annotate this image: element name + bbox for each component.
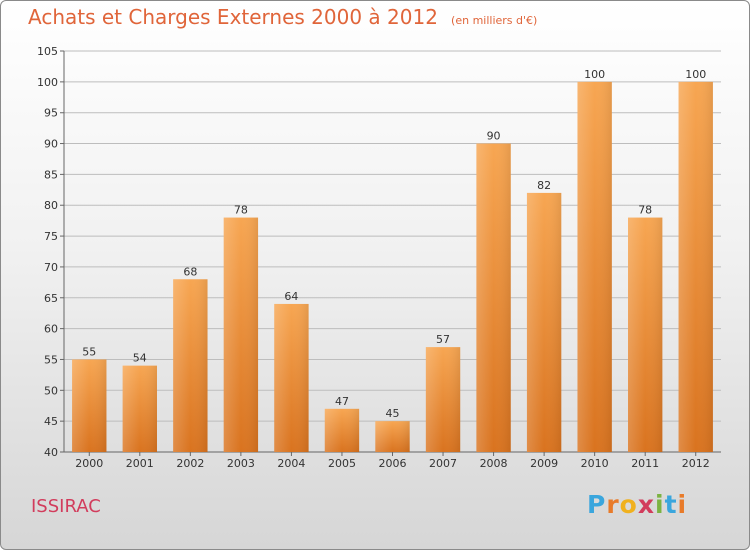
data-label: 82 [537,179,551,192]
brand-letter: o [619,490,638,519]
x-tick-label: 2002 [176,457,204,470]
y-tick-label: 70 [44,261,58,274]
grid-lines [64,50,721,453]
brand-letter: x [637,490,655,519]
x-tick-label: 2009 [530,457,558,470]
brand-letter: P [587,490,607,519]
x-tick-label: 2006 [379,457,407,470]
data-label: 55 [82,345,96,358]
chart-title: Achats et Charges Externes 2000 à 2012 [28,5,438,29]
x-tick-label: 2012 [682,457,710,470]
data-label: 100 [584,68,605,81]
x-tick-label: 2008 [480,457,508,470]
axes [60,50,721,456]
bar-shine [375,421,410,452]
chart-title-block: Achats et Charges Externes 2000 à 2012 (… [28,5,537,29]
brand-letter: r [606,490,620,519]
y-tick-label: 40 [44,446,58,459]
x-tick-label: 2000 [75,457,103,470]
brand-letter: t [664,490,678,519]
bar-shine [628,217,663,452]
y-tick-label: 65 [44,292,58,305]
bar-shine [223,217,259,452]
bar-shine [72,359,107,452]
bars [72,81,713,453]
bar-shine [678,81,713,452]
data-label: 78 [638,204,652,217]
bar-shine [577,81,612,452]
bar-shine [173,279,208,452]
place-name: ISSIRAC [31,496,101,517]
data-label: 45 [386,407,400,420]
x-tick-label: 2005 [328,457,356,470]
data-label: 64 [284,290,298,303]
data-label: 47 [335,395,349,408]
data-label: 54 [133,352,147,365]
data-label: 100 [685,68,706,81]
bar-shine [425,347,461,452]
chart-subtitle: (en milliers d'€) [451,14,538,27]
y-tick-label: 90 [44,138,58,151]
x-tick-label: 2001 [126,457,154,470]
y-tick-label: 105 [37,45,58,58]
y-tick-label: 75 [44,230,58,243]
x-tick-label: 2004 [277,457,305,470]
y-tick-label: 45 [44,415,58,428]
y-tick-label: 95 [44,107,58,120]
x-tick-label: 2003 [227,457,255,470]
y-tick-label: 50 [44,384,58,397]
labels: 40 45 50 55 60 65 70 75 80 85 90 95 100 105 55 2000 54 20… [37,45,710,470]
brand-letter: i [655,490,665,519]
y-tick-label: 80 [44,199,58,212]
y-tick-label: 100 [37,76,58,89]
x-tick-label: 2007 [429,457,457,470]
x-tick-label: 2010 [581,457,609,470]
data-label: 90 [487,130,501,143]
brand-letter: i [677,490,688,519]
bar-shine [324,408,360,452]
data-label: 68 [183,265,197,278]
bar-shine [274,303,309,452]
bar-shine [476,143,511,453]
data-label: 78 [234,204,248,217]
brand-logo: Proxiti [587,490,687,519]
y-tick-label: 60 [44,323,58,336]
x-tick-label: 2011 [631,457,659,470]
bar-shine [122,365,157,452]
y-tick-label: 85 [44,168,58,181]
data-label: 57 [436,333,450,346]
y-tick-label: 55 [44,353,58,366]
bar-shine [526,192,562,452]
